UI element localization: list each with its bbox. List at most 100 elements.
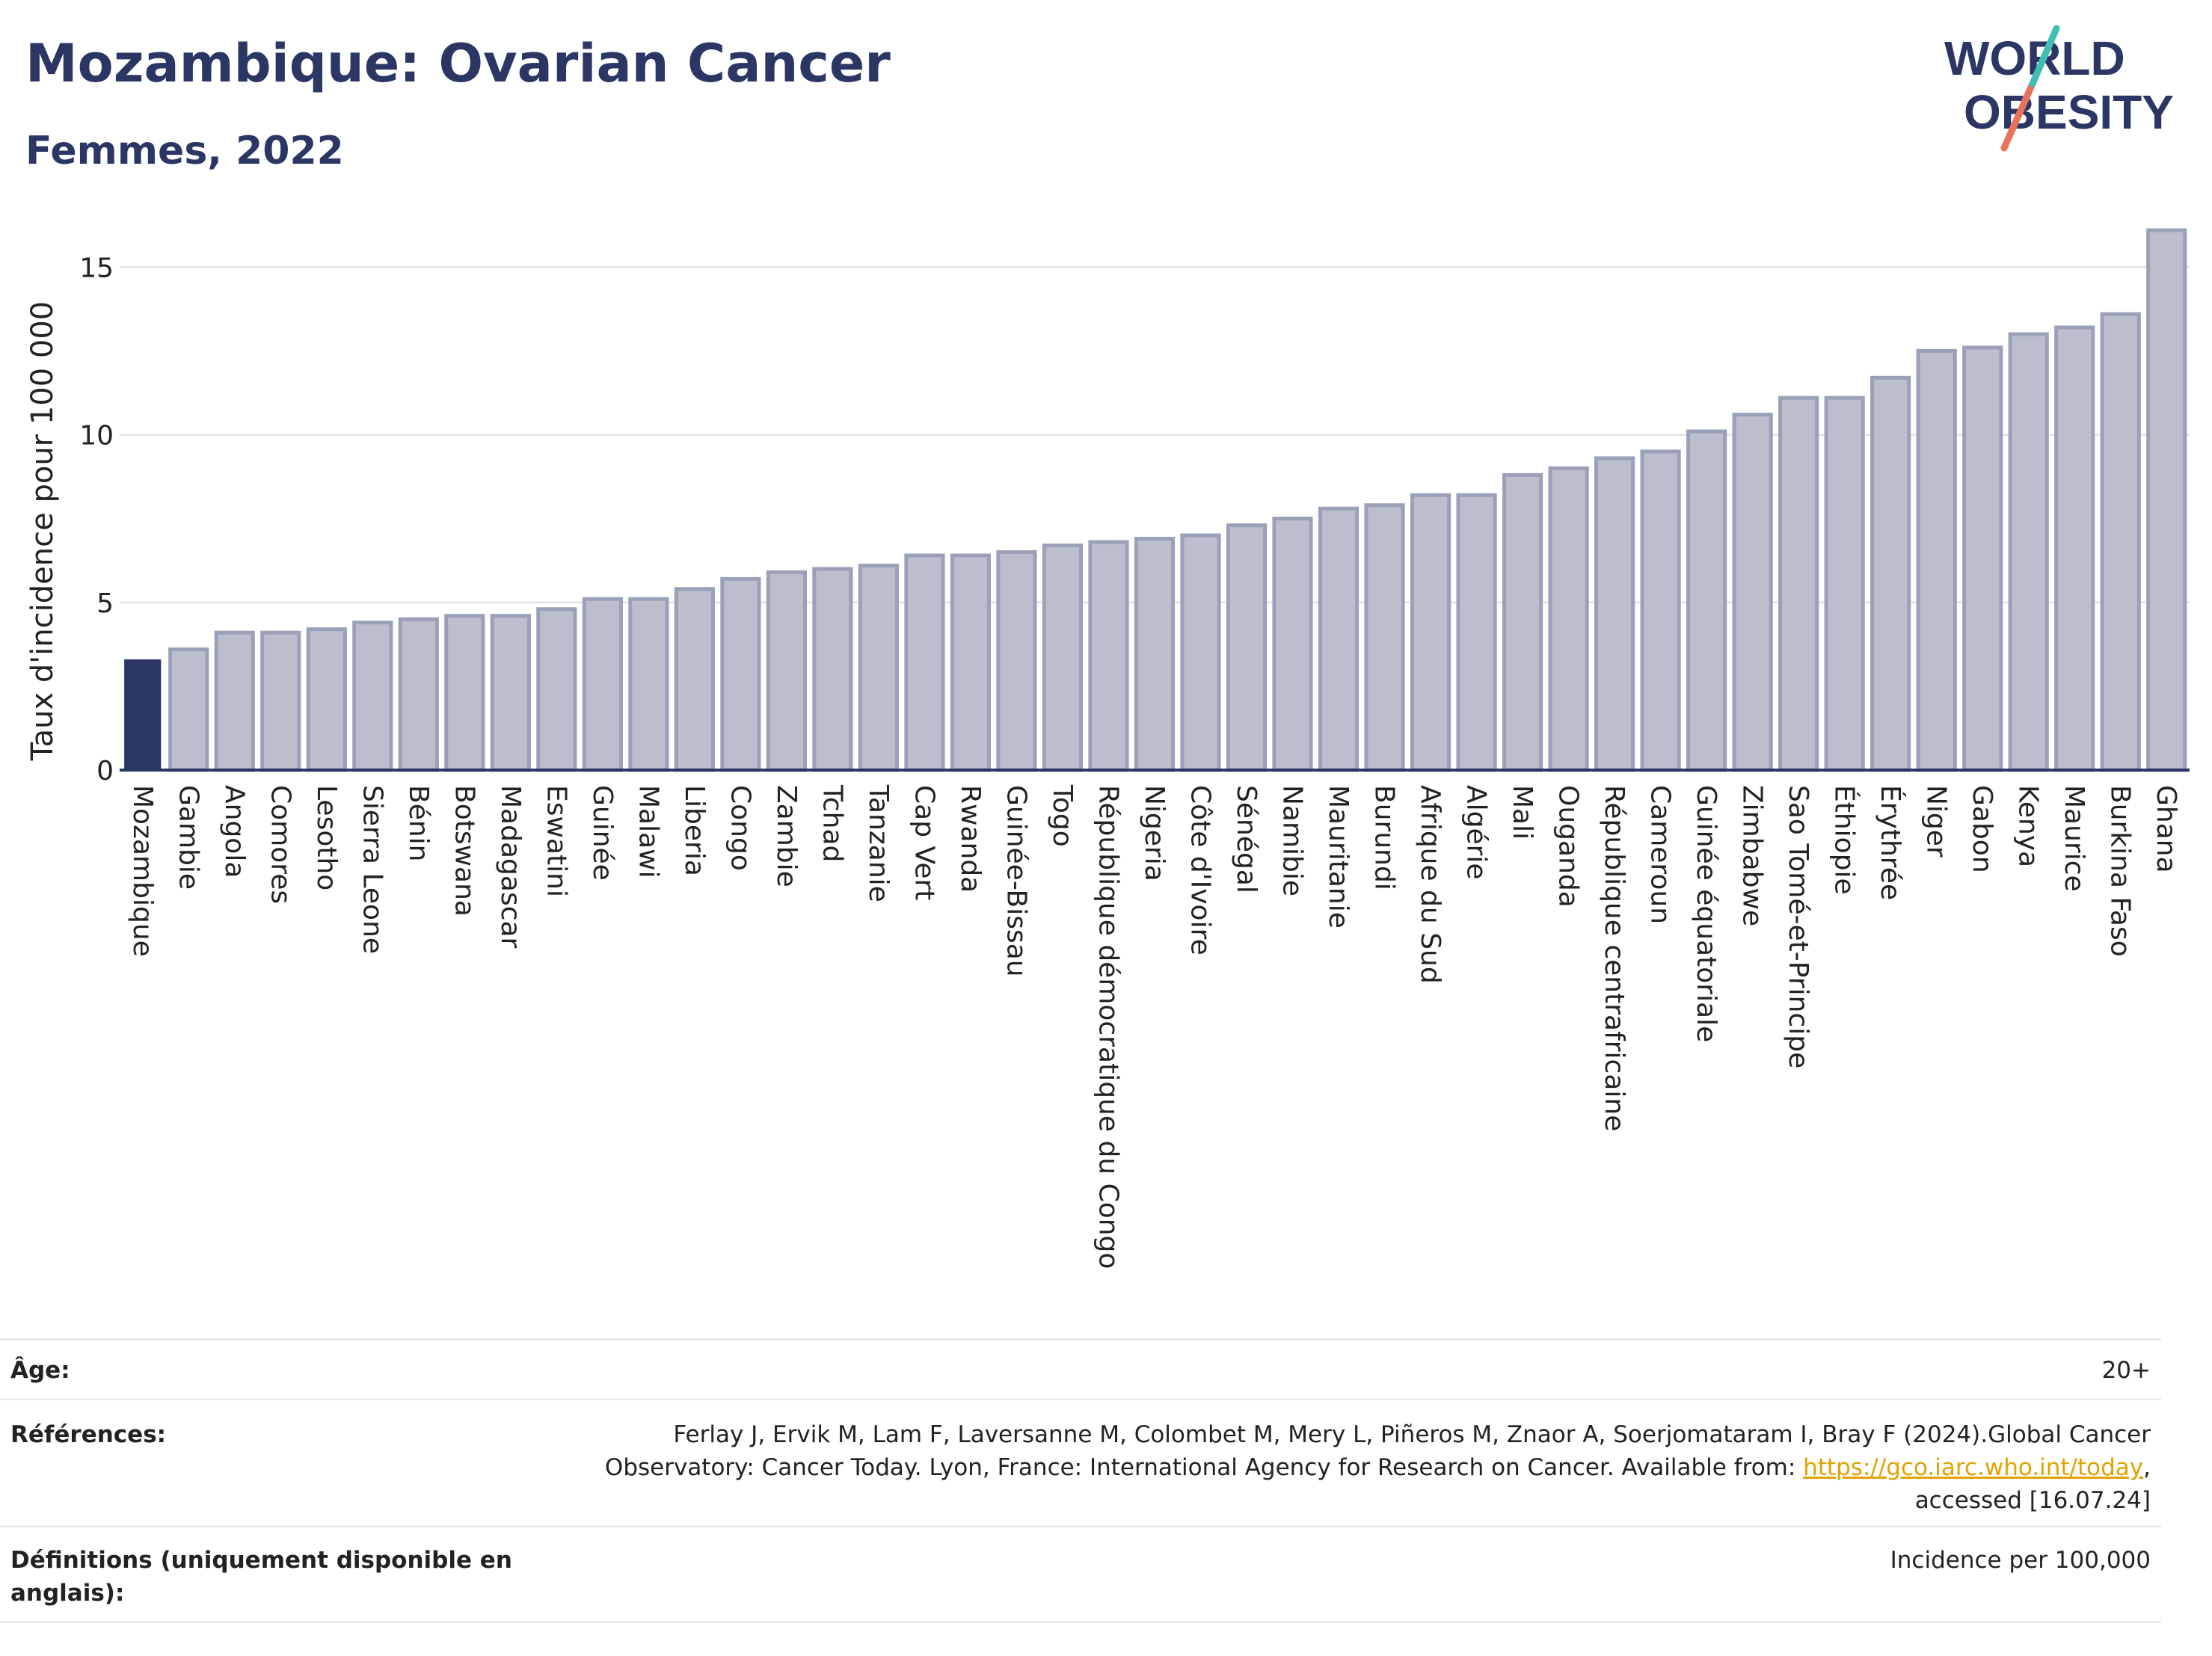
bar bbox=[1410, 493, 1451, 772]
x-tick-label: Liberia bbox=[679, 785, 710, 876]
bar bbox=[674, 587, 715, 772]
x-tick-label: Sao Tomé-et-Principe bbox=[1783, 785, 1813, 1068]
x-tick-label: République centrafricaine bbox=[1599, 785, 1629, 1131]
x-tick-label: Cap Vert bbox=[909, 785, 939, 900]
bar bbox=[1502, 473, 1543, 772]
bar bbox=[720, 576, 761, 772]
y-tick-label: 10 bbox=[79, 421, 114, 452]
references-line2-suffix: , bbox=[2143, 1454, 2151, 1481]
x-tick-label: Togo bbox=[1047, 784, 1078, 847]
bar bbox=[1778, 395, 1819, 772]
definitions-label-line1: Définitions (uniquement disponible en bbox=[10, 1547, 512, 1574]
x-tick-label: Botswana bbox=[449, 785, 479, 917]
bar bbox=[1962, 345, 2003, 772]
references-value: Ferlay J, Ervik M, Lam F, Laversanne M, … bbox=[605, 1418, 2151, 1517]
x-tick-label: Kenya bbox=[2013, 785, 2044, 867]
meta-row-age: Âge: 20+ bbox=[0, 1338, 2161, 1400]
x-tick-label: République démocratique du Congo bbox=[1093, 785, 1123, 1269]
y-tick-label: 5 bbox=[96, 588, 114, 619]
references-line3: accessed [16.07.24] bbox=[1914, 1487, 2151, 1514]
x-tick-label: Malawi bbox=[633, 785, 663, 878]
x-tick-label: Cameroun bbox=[1645, 785, 1676, 924]
bar bbox=[490, 614, 531, 772]
references-line2-prefix: Observatory: Cancer Today. Lyon, France:… bbox=[604, 1454, 1804, 1481]
age-label: Âge: bbox=[10, 1357, 70, 1384]
bar bbox=[766, 570, 808, 772]
bar bbox=[398, 617, 439, 772]
bar bbox=[444, 614, 485, 772]
bar bbox=[124, 659, 162, 770]
x-tick-label: Éthiopie bbox=[1829, 785, 1861, 895]
x-tick-label: Gambie bbox=[173, 785, 203, 890]
references-line2: Observatory: Cancer Today. Lyon, France:… bbox=[605, 1451, 2151, 1484]
bar bbox=[1548, 466, 1589, 772]
x-tick-label: Guinée-Bissau bbox=[1001, 785, 1031, 977]
x-tick-label: Nigeria bbox=[1139, 785, 1170, 881]
bar bbox=[904, 553, 945, 772]
bar bbox=[1226, 523, 1268, 772]
bar bbox=[1318, 506, 1360, 772]
bar bbox=[1824, 395, 1865, 772]
definitions-label: Définitions (uniquement disponible en an… bbox=[10, 1544, 512, 1610]
references-label: Références: bbox=[10, 1421, 167, 1448]
x-tick-label: Mali bbox=[1507, 785, 1537, 840]
bar bbox=[306, 627, 347, 772]
x-tick-label: Zimbabwe bbox=[1737, 785, 1768, 926]
bar bbox=[1364, 503, 1405, 772]
age-value: 20+ bbox=[2101, 1357, 2151, 1384]
bar bbox=[352, 621, 393, 772]
x-tick-label: Algérie bbox=[1461, 785, 1492, 880]
x-tick-label: Comores bbox=[265, 785, 295, 904]
bar bbox=[1732, 413, 1773, 772]
x-tick-label: Madagascar bbox=[495, 785, 526, 949]
x-tick-label: Angola bbox=[219, 785, 250, 878]
x-tick-label: Tchad bbox=[817, 784, 847, 862]
x-tick-label: Sénégal bbox=[1231, 785, 1262, 893]
bar bbox=[168, 647, 209, 772]
x-tick-label: Bénin bbox=[403, 785, 434, 861]
x-tick-label: Zambie bbox=[771, 785, 802, 887]
bar bbox=[628, 597, 669, 772]
bar bbox=[2100, 312, 2141, 772]
bar bbox=[2008, 332, 2049, 772]
x-tick-label: Érythrée bbox=[1875, 785, 1906, 900]
x-tick-label: Congo bbox=[725, 785, 755, 871]
x-tick-label: Sierra Leone bbox=[357, 785, 387, 954]
logo-line2: OBESITY bbox=[1964, 85, 2174, 139]
x-tick-label: Afrique du Sud bbox=[1415, 785, 1446, 984]
x-tick-label: Niger bbox=[1921, 785, 1952, 858]
bar bbox=[1180, 533, 1221, 772]
logo-slash-lower bbox=[2000, 80, 2036, 152]
y-tick-label: 0 bbox=[96, 756, 114, 787]
bar bbox=[260, 630, 301, 772]
x-tick-label: Côte d'Ivoire bbox=[1185, 785, 1216, 955]
bar bbox=[582, 597, 623, 772]
page-subtitle: Femmes, 2022 bbox=[25, 129, 344, 173]
bar bbox=[1272, 517, 1313, 772]
bar-chart: 0 5 10 15 Taux d'incidence pour 100 000 Mozam… bbox=[25, 228, 2190, 1269]
x-tick-label: Namibie bbox=[1277, 785, 1308, 896]
definitions-value: Incidence per 100,000 bbox=[1890, 1547, 2151, 1574]
meta-row-definitions: Définitions (uniquement disponible en an… bbox=[0, 1525, 2161, 1623]
x-tick-label: Tanzanie bbox=[863, 784, 894, 902]
x-tick-label: Guinée équatoriale bbox=[1691, 785, 1721, 1042]
x-tick-label: Ouganda bbox=[1553, 785, 1584, 908]
bar bbox=[1640, 449, 1681, 772]
x-tick-label: Mauritanie bbox=[1323, 785, 1354, 929]
x-tick-label: Eswatini bbox=[541, 785, 571, 897]
definitions-label-line2: anglais): bbox=[10, 1580, 125, 1607]
y-tick-label: 15 bbox=[79, 253, 114, 283]
y-axis-label: Taux d'incidence pour 100 000 bbox=[25, 301, 60, 761]
references-link[interactable]: https://gco.iarc.who.int/today bbox=[1803, 1454, 2144, 1481]
bar bbox=[858, 563, 900, 772]
bar bbox=[1916, 348, 1957, 772]
x-tick-label: Burkina Faso bbox=[2105, 785, 2136, 957]
logo-slash-upper bbox=[2029, 25, 2060, 87]
bar bbox=[1456, 493, 1497, 772]
page-title: Mozambique: Ovarian Cancer bbox=[25, 33, 891, 94]
x-tick-label: Maurice bbox=[2059, 785, 2089, 892]
x-tick-label: Burundi bbox=[1369, 785, 1400, 890]
bar bbox=[1134, 537, 1176, 772]
bar bbox=[2146, 228, 2187, 772]
x-tick-label: Lesotho bbox=[311, 785, 342, 890]
